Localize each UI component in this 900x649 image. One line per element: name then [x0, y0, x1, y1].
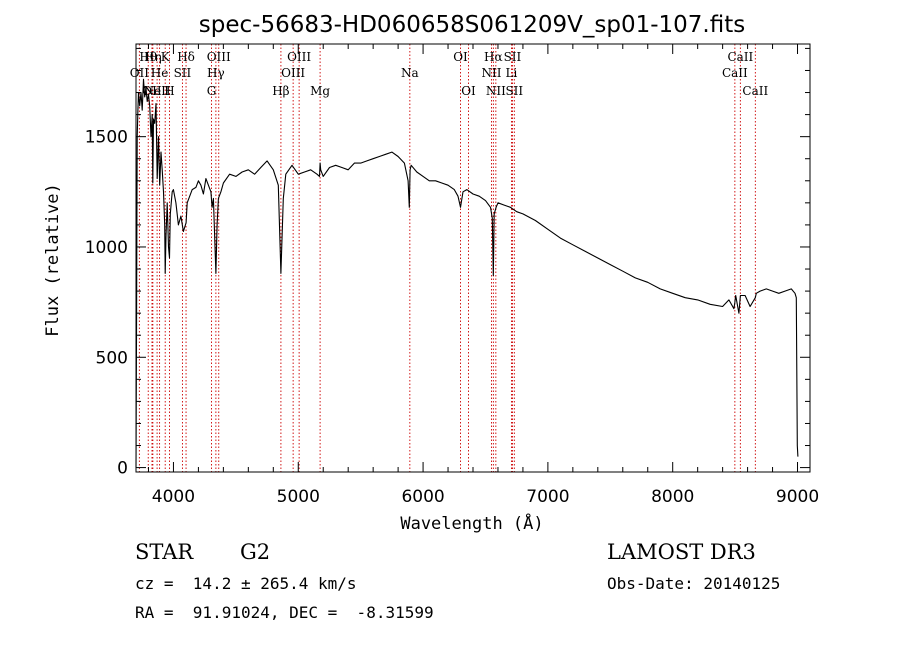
spectral-line-label: Hθ — [139, 50, 157, 64]
spectral-line-label: OII — [130, 66, 150, 80]
spectral-line-label: He — [151, 66, 169, 80]
spectral-line-label: H — [164, 84, 174, 98]
spectral-line-label: NeII — [144, 84, 171, 98]
y-tick-label: 1000 — [85, 238, 128, 258]
spectral-line-label: SII — [174, 66, 192, 80]
spectral-line-labels: OIIHθOIIHηNeIIHeKHSIIHδGHγOIIIHβOIIIOIII… — [130, 50, 769, 98]
x-tick-label: 6000 — [401, 487, 444, 507]
spectral-line-label: G — [207, 84, 217, 98]
y-axis-label: Flux (relative) — [43, 183, 63, 337]
y-tick-label: 1500 — [85, 128, 128, 148]
spectral-line-label: Hγ — [207, 66, 225, 80]
spectrum-line — [135, 78, 799, 468]
survey-name: LAMOST DR3 — [607, 540, 756, 564]
x-tick-label: 4000 — [152, 487, 195, 507]
spectral-line-label: Mg — [310, 84, 330, 98]
object-class: STAR — [135, 540, 194, 564]
x-tick-label: 7000 — [526, 487, 569, 507]
spectral-line-label: Hδ — [177, 50, 195, 64]
spectral-line-label: Hα — [484, 50, 503, 64]
x-axis-label: Wavelength (Å) — [400, 512, 543, 534]
spectral-line-markers — [138, 44, 756, 472]
spectral-line-label: CaII — [722, 66, 748, 80]
object-subclass: G2 — [240, 540, 271, 564]
spectral-line-label: Hβ — [272, 84, 289, 98]
plot-frame — [135, 43, 811, 473]
spectral-line-label: K — [161, 50, 171, 64]
x-tick-label: 8000 — [651, 487, 694, 507]
axis-ticks — [136, 44, 810, 472]
spectral-line-label: SII — [504, 50, 522, 64]
spectral-line-label: Na — [401, 66, 419, 80]
y-tick-label: 500 — [96, 348, 128, 368]
spectral-line-label: OIII — [207, 50, 231, 64]
observation-date: Obs-Date: 20140125 — [607, 574, 781, 593]
coordinates-text: RA = 91.91024, DEC = -8.31599 — [135, 603, 434, 622]
spectral-line-label: Hη — [144, 50, 162, 64]
spectral-line-label: Li — [506, 66, 518, 80]
spectral-line-label: CaII — [742, 84, 768, 98]
spectral-line-label: NII — [486, 84, 506, 98]
spectral-line-label: OI — [461, 84, 476, 98]
redshift-text: cz = 14.2 ± 265.4 km/s — [135, 574, 357, 593]
x-tick-label: 9000 — [776, 487, 819, 507]
x-tick-label: 5000 — [277, 487, 320, 507]
spectral-line-label: OII — [142, 84, 162, 98]
spectral-line-label: OIII — [287, 50, 311, 64]
axis-tick-labels: 4000 5000 6000 7000 8000 9000 0 500 1000 1500 — [85, 128, 819, 507]
spectral-line-label: CaII — [727, 50, 753, 64]
spectral-line-label: SII — [505, 84, 523, 98]
spectral-line-label: OI — [453, 50, 468, 64]
spectral-line-label: OIII — [281, 66, 305, 80]
spectral-line-label: NII — [481, 66, 501, 80]
chart-title: spec-56683-HD060658S061209V_sp01-107.fit… — [199, 12, 745, 38]
y-tick-label: 0 — [117, 459, 128, 479]
